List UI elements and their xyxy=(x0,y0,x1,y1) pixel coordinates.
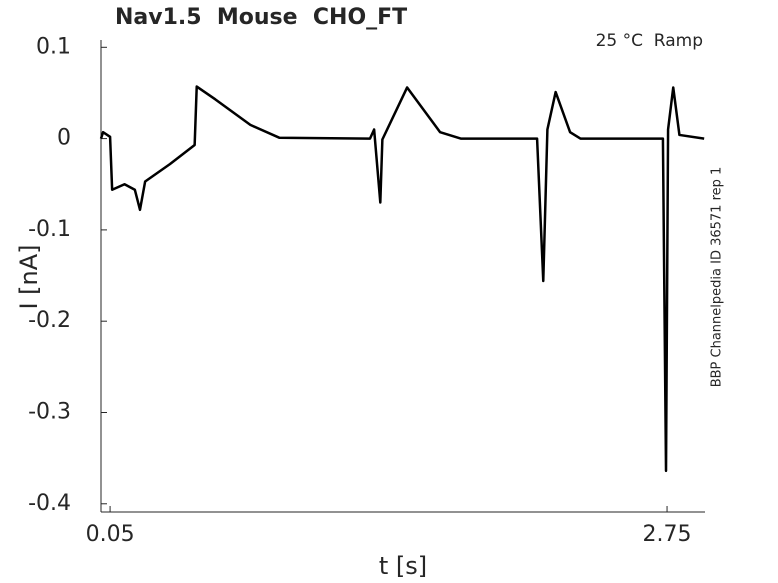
data-line xyxy=(99,85,705,473)
x-tick-label: 2.75 xyxy=(643,522,692,547)
side-note: BBP Channelpedia ID 36571 rep 1 xyxy=(710,167,725,388)
y-tick-label: -0.3 xyxy=(28,399,71,424)
y-tick-label: 0.1 xyxy=(36,34,71,59)
y-tick-label: -0.2 xyxy=(28,308,71,333)
y-tick-label: -0.4 xyxy=(28,491,71,516)
y-axis-label: I [nA] xyxy=(15,244,43,309)
annotation: 25 °C Ramp xyxy=(596,31,703,51)
y-tick-label: 0 xyxy=(57,126,71,151)
chart-title: Nav1.5 Mouse CHO_FT xyxy=(115,5,407,30)
y-tick-label: -0.1 xyxy=(28,217,71,242)
x-axis-label: t [s] xyxy=(379,552,427,580)
x-tick-label: 0.05 xyxy=(86,522,135,547)
